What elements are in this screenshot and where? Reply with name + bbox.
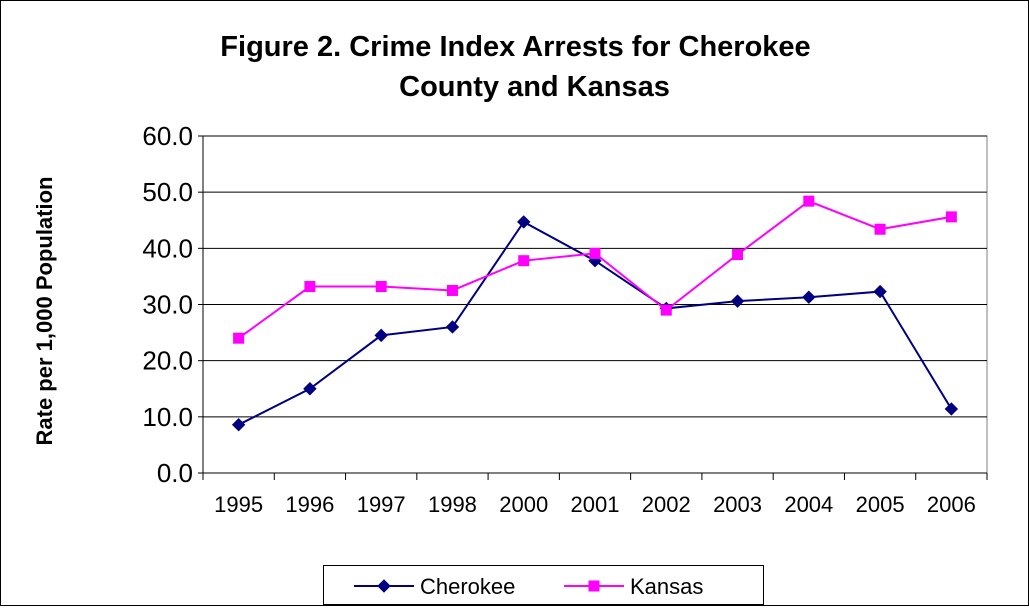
data-point-kansas: [589, 247, 601, 259]
y-tick-label: 50.0: [142, 177, 193, 207]
legend-svg: Cherokee Kansas: [354, 574, 703, 599]
x-tick-label: 1997: [357, 492, 406, 517]
data-point-cherokee: [231, 417, 246, 432]
y-tick-label: 30.0: [142, 290, 193, 320]
y-tick-label: 60.0: [142, 121, 193, 151]
data-point-cherokee: [944, 402, 959, 416]
data-point-kansas: [803, 195, 815, 207]
data-point-kansas: [304, 281, 316, 293]
x-tick-label: 2001: [571, 492, 620, 517]
data-point-cherokee: [445, 320, 460, 334]
data-point-cherokee: [303, 382, 317, 396]
x-tick-label: 2006: [927, 492, 976, 517]
x-tick-label: 2002: [642, 492, 691, 517]
data-point-cherokee: [873, 284, 887, 299]
data-point-kansas: [233, 332, 245, 344]
data-point-kansas: [660, 304, 672, 316]
y-tick-label: 10.0: [142, 402, 193, 432]
y-tick-label: 40.0: [142, 233, 193, 263]
x-tick-label: 2005: [856, 492, 905, 517]
data-point-kansas: [732, 249, 744, 261]
data-point-kansas: [945, 211, 957, 223]
legend-label-kansas: Kansas: [630, 574, 703, 599]
legend: Cherokee Kansas: [323, 565, 764, 605]
y-tick-label: 0.0: [157, 458, 193, 488]
x-tick-label: 1995: [214, 492, 263, 517]
data-point-kansas: [446, 284, 458, 296]
legend-marker-cherokee: [377, 579, 391, 593]
chart-title-line-2: County and Kansas: [399, 71, 670, 103]
data-point-cherokee: [730, 294, 745, 308]
data-point-cherokee: [517, 215, 531, 229]
data-point-kansas: [518, 255, 530, 267]
x-tick-label: 2000: [499, 492, 548, 517]
data-point-kansas: [375, 281, 387, 293]
x-tick-label: 2004: [784, 492, 833, 517]
data-point-cherokee: [374, 328, 388, 343]
chart-title-line-1: Figure 2. Crime Index Arrests for Cherok…: [220, 31, 811, 63]
legend-label-cherokee: Cherokee: [420, 574, 515, 599]
y-tick-label: 20.0: [142, 346, 193, 376]
data-point-kansas: [874, 223, 886, 235]
x-tick-label: 1996: [285, 492, 334, 517]
data-point-cherokee: [802, 290, 816, 304]
x-tick-label: 2003: [713, 492, 762, 517]
x-tick-label: 1998: [428, 492, 477, 517]
legend-marker-kansas: [588, 580, 600, 592]
